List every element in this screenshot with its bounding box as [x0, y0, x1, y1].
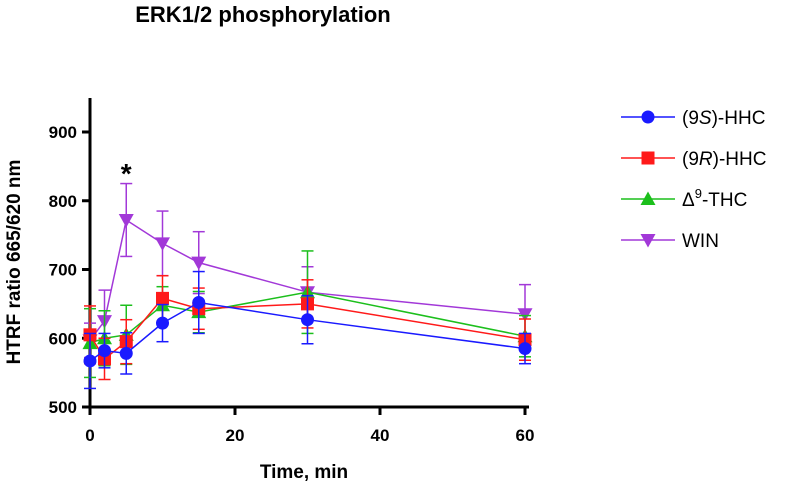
legend-label: (9R)-HHC: [682, 149, 766, 170]
legend-label: (9S)-HHC: [682, 108, 765, 129]
y-tick-label: 700: [49, 261, 77, 280]
y-tick-label: 500: [49, 398, 77, 417]
data-point: [518, 342, 532, 356]
data-point: [191, 256, 207, 271]
chart-title: ERK1/2 phosphorylation: [135, 2, 390, 27]
data-point: [119, 346, 133, 360]
y-axis-label: HTRF ratio 665/620 nm: [4, 160, 25, 365]
legend-item-win: WIN: [621, 231, 719, 252]
legend-marker: [640, 234, 656, 248]
data-point: [156, 291, 169, 305]
data-point: [156, 316, 169, 330]
legend-marker: [640, 191, 656, 205]
series-layer: [82, 182, 533, 390]
legend-marker: [641, 110, 655, 124]
series-9s-hhc: [83, 270, 532, 390]
legend: (9S)-HHC (9R)-HHC Δ9-THC WIN: [621, 108, 766, 252]
annotation-layer: *: [121, 158, 132, 189]
y-tick-label: 600: [49, 329, 77, 348]
x-tick-label: 40: [371, 426, 390, 445]
data-point: [192, 296, 206, 309]
y-tick-label: 900: [49, 123, 77, 142]
data-point: [98, 344, 111, 358]
data-point: [155, 237, 170, 251]
legend-item-9r-hhc: (9R)-HHC: [621, 149, 766, 170]
y-tick-label: 800: [49, 192, 77, 211]
x-tick-label: 0: [85, 426, 94, 445]
legend-marker: [641, 151, 655, 165]
x-tick-label: 20: [226, 426, 245, 445]
x-tick-label: 60: [516, 426, 535, 445]
significance-annotation: *: [121, 158, 132, 189]
data-point: [301, 313, 314, 327]
data-point: [118, 214, 134, 228]
x-axis-label: Time, min: [260, 462, 348, 483]
legend-item-9-thc: Δ9-THC: [621, 186, 747, 211]
data-point: [83, 354, 97, 368]
legend-label: WIN: [682, 231, 719, 252]
legend-item-9s-hhc: (9S)-HHC: [621, 108, 765, 129]
legend-label: Δ9-THC: [682, 186, 747, 211]
